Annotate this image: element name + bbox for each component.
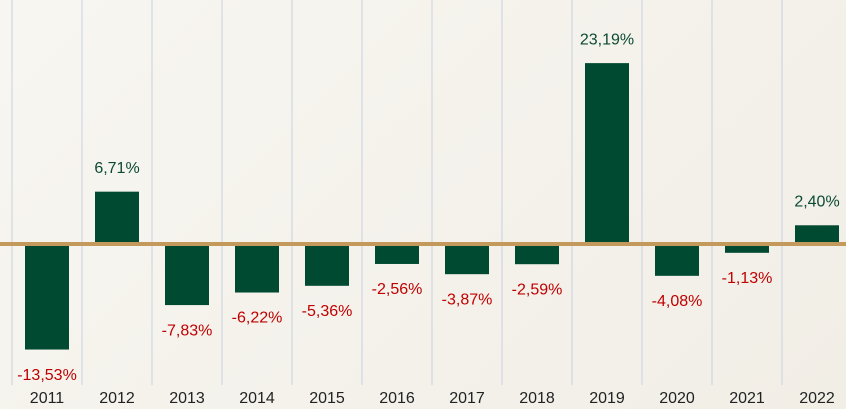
value-label: -3,87% bbox=[442, 291, 493, 308]
x-tick-label: 2014 bbox=[239, 390, 275, 407]
bar bbox=[25, 244, 69, 350]
x-tick-label: 2012 bbox=[99, 390, 135, 407]
value-label: -2,59% bbox=[512, 281, 563, 298]
value-label: -5,36% bbox=[302, 303, 353, 320]
value-label: -1,13% bbox=[722, 270, 773, 287]
x-tick-label: 2020 bbox=[659, 390, 695, 407]
x-tick-label: 2013 bbox=[169, 390, 205, 407]
x-tick-label: 2011 bbox=[30, 390, 65, 407]
value-label: -4,08% bbox=[652, 293, 703, 310]
x-tick-label: 2016 bbox=[379, 390, 415, 407]
value-label: -7,83% bbox=[162, 322, 213, 339]
bar bbox=[375, 244, 419, 264]
bar bbox=[95, 191, 139, 244]
bar bbox=[235, 244, 279, 293]
x-tick-label: 2022 bbox=[799, 390, 835, 407]
x-tick-label: 2017 bbox=[449, 390, 485, 407]
value-label: 2,40% bbox=[794, 193, 839, 210]
x-tick-label: 2018 bbox=[519, 390, 555, 407]
value-label: -6,22% bbox=[232, 310, 283, 327]
bar bbox=[515, 244, 559, 265]
bar bbox=[795, 225, 839, 244]
bar bbox=[585, 63, 629, 245]
bar bbox=[165, 244, 209, 306]
value-label: 6,71% bbox=[94, 160, 139, 177]
value-label: 23,19% bbox=[580, 31, 634, 48]
x-tick-label: 2019 bbox=[589, 390, 625, 407]
value-label: -2,56% bbox=[372, 281, 423, 298]
bar bbox=[725, 244, 769, 253]
x-tick-label: 2021 bbox=[729, 390, 765, 407]
value-label: -13,53% bbox=[17, 367, 77, 384]
bar bbox=[655, 244, 699, 276]
x-tick-label: 2015 bbox=[309, 390, 345, 407]
bar bbox=[305, 244, 349, 286]
bar bbox=[445, 244, 489, 275]
